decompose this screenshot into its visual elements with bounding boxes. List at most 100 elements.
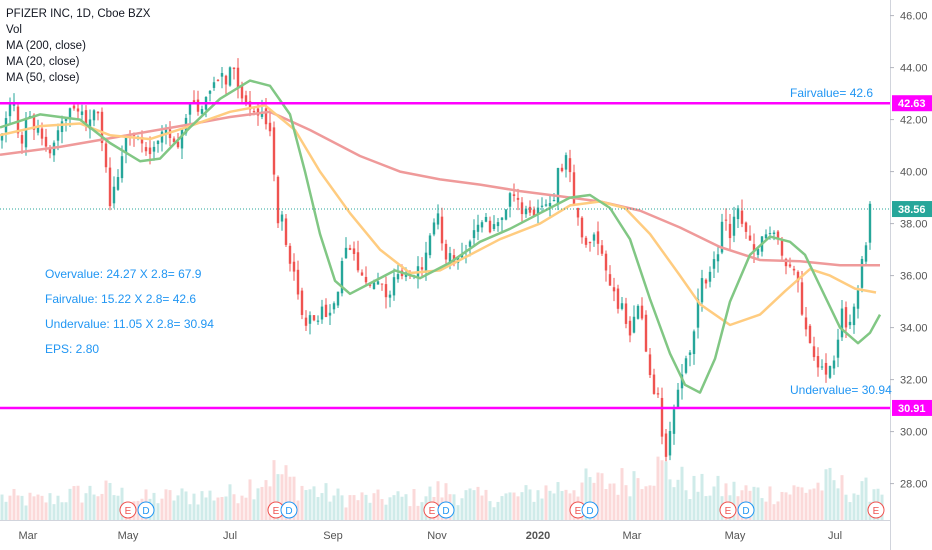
volume-bar	[0, 494, 4, 520]
candle-body	[424, 252, 428, 271]
volume-bar	[684, 490, 688, 520]
candle-body	[288, 245, 292, 264]
volume-bar	[536, 490, 540, 520]
volume-bar	[500, 496, 504, 520]
volume-bar	[524, 485, 528, 520]
volume-bar	[564, 489, 568, 520]
legend-symbol[interactable]: PFIZER INC, 1D, Cboe BZX	[6, 8, 151, 20]
volume-bar	[156, 503, 160, 520]
candle-body	[496, 222, 500, 227]
volume-bar	[724, 483, 728, 520]
candle-body	[712, 259, 716, 269]
candle-body	[524, 208, 528, 215]
volume-bar	[272, 460, 276, 520]
volume-bar	[100, 493, 104, 520]
volume-bar	[488, 501, 492, 520]
candle-body	[364, 276, 368, 283]
candle-body	[796, 271, 800, 282]
candle-body	[584, 237, 588, 245]
event-marker-label: D	[742, 506, 749, 517]
volume-bar	[4, 501, 8, 520]
candle-body	[92, 110, 96, 121]
candle-body	[100, 111, 104, 144]
volume-bar	[752, 486, 756, 520]
volume-bar	[808, 489, 812, 520]
y-tick-label: 36.00	[900, 271, 928, 283]
candle-body	[764, 234, 768, 239]
candle-body	[828, 365, 832, 378]
volume-bar	[216, 497, 220, 520]
volume-bar	[632, 471, 636, 520]
legend-ma20[interactable]: MA (20, close)	[6, 56, 80, 68]
volume-bar	[848, 502, 852, 520]
volume-bar	[72, 486, 76, 520]
volume-bar	[528, 489, 532, 520]
volume-bar	[504, 493, 508, 520]
volume-bar	[204, 497, 208, 520]
event-marker-label: E	[873, 506, 880, 517]
volume-bar	[544, 485, 548, 520]
legend-vol[interactable]: Vol	[6, 24, 22, 36]
candle-body	[728, 223, 732, 239]
volume-bar	[20, 495, 24, 520]
candle-body	[244, 95, 248, 104]
last-price-tag-text: 38.56	[898, 204, 926, 216]
candle-body	[660, 397, 664, 437]
legend-ma200[interactable]: MA (200, close)	[6, 40, 86, 52]
volume-bar	[316, 497, 320, 520]
note-eps: EPS: 2.80	[45, 342, 100, 356]
candle-body	[176, 141, 180, 148]
event-marker-label: E	[725, 506, 732, 517]
volume-bar	[44, 502, 48, 520]
candle-body	[488, 220, 492, 233]
volume-bar	[404, 494, 408, 520]
candle-body	[380, 283, 384, 285]
volume-bar	[560, 491, 564, 520]
volume-bar	[280, 474, 284, 520]
fairvalue-label: Fairvalue= 42.6	[790, 86, 874, 100]
candle-body	[500, 217, 504, 221]
volume-bar	[376, 489, 380, 520]
candle-body	[492, 224, 496, 230]
candle-body	[628, 320, 632, 336]
volume-bar	[864, 477, 868, 520]
volume-bar	[420, 502, 424, 520]
volume-bar	[56, 495, 60, 520]
volume-bar	[112, 495, 116, 520]
ma50-line	[0, 104, 877, 327]
candle-body	[468, 241, 472, 247]
volume-bar	[492, 507, 496, 520]
candle-body	[392, 277, 396, 296]
candle-body	[620, 303, 624, 309]
price-tag	[892, 399, 932, 416]
candle-body	[528, 206, 532, 213]
volume-bar	[792, 485, 796, 520]
earnings-marker	[867, 501, 885, 519]
candle-body	[444, 243, 448, 260]
volume-bar	[800, 487, 804, 520]
volume-bar	[120, 487, 124, 520]
volume-bar	[648, 485, 652, 520]
volume-bar	[388, 497, 392, 520]
candle-body	[340, 260, 344, 294]
volume-bar	[496, 501, 500, 520]
event-marker-label: D	[285, 506, 292, 517]
candle-body	[676, 389, 680, 409]
volume-bar	[396, 491, 400, 520]
candle-body	[792, 268, 796, 271]
x-axis: Mar May Jul Sep Nov 2020 Mar May Jul	[19, 530, 843, 542]
volume-bar	[12, 488, 16, 520]
candle-body	[388, 294, 392, 298]
legend-ma50[interactable]: MA (50, close)	[6, 72, 80, 84]
y-tick-label: 46.00	[900, 11, 928, 23]
volume-bar	[836, 488, 840, 520]
candle-body	[560, 167, 564, 172]
volume-bar	[588, 477, 592, 520]
candle-body	[784, 258, 788, 267]
volume-bar	[612, 483, 616, 520]
candle-body	[860, 258, 864, 288]
y-tick-label: 32.00	[900, 375, 928, 387]
candle-body	[812, 346, 816, 358]
candle-body	[588, 241, 592, 244]
